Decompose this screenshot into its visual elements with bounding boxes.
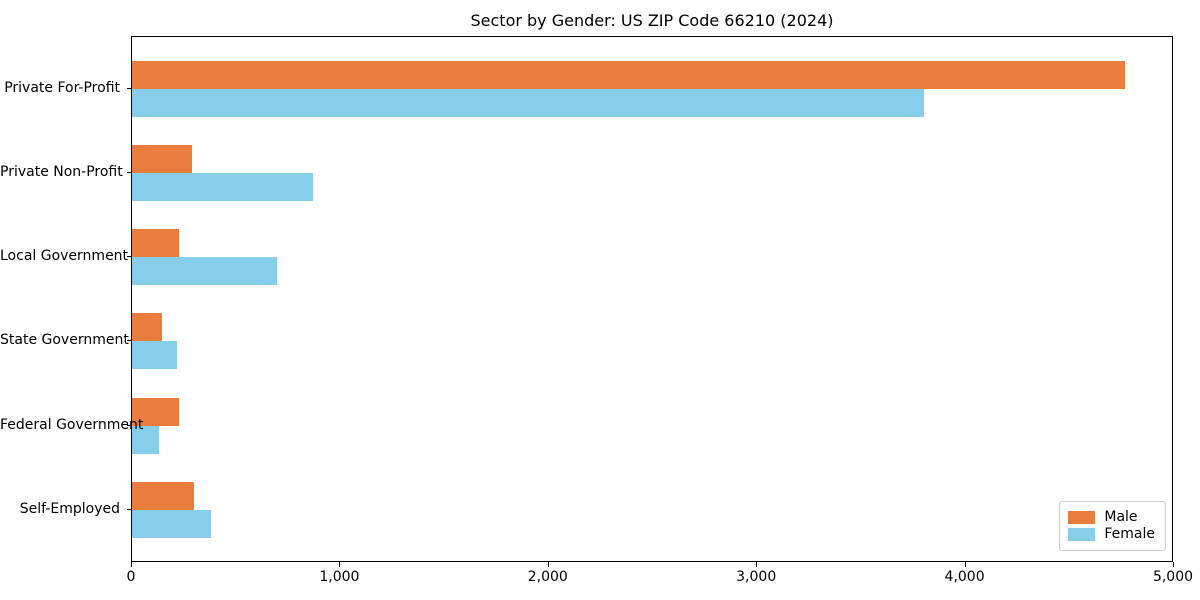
y-tick-mark: [127, 509, 132, 510]
x-tick-label-1-000: 1,000: [319, 569, 360, 585]
legend-swatch-male: [1068, 511, 1096, 524]
bar-female-federal-government: [132, 425, 160, 454]
bar-male-private-for-profit: [132, 60, 1126, 89]
y-tick-mark: [127, 87, 132, 89]
bar-female-private-for-profit: [132, 88, 925, 117]
legend-swatch-female: [1068, 528, 1096, 541]
y-tick-mark: [127, 171, 132, 173]
y-tick-mark: [127, 340, 132, 342]
bar-female-local-government: [132, 257, 277, 286]
bar-female-private-non-profit: [132, 172, 313, 201]
y-tick-label-private-non-profit: Private Non-Profit: [0, 163, 123, 180]
y-tick-label-local-government: Local Government: [0, 248, 129, 265]
x-tick-label-3-000: 3,000: [736, 569, 777, 585]
legend: Male Female: [1059, 501, 1166, 551]
x-tick-label-4-000: 4,000: [944, 569, 985, 585]
y-tick-label-federal-government: Federal Government: [0, 416, 144, 433]
bar-female-self-employed: [132, 510, 212, 538]
y-tick-label-state-government: State Government: [0, 332, 129, 349]
x-tick-label-0: 0: [126, 569, 136, 585]
y-tick-label-self-employed: Self-Employed: [19, 501, 120, 517]
x-tick-mark: [339, 562, 341, 567]
chart-title: Sector by Gender: US ZIP Code 66210 (202…: [470, 11, 834, 30]
plot-area: Male Female: [131, 36, 1173, 562]
legend-item-male: Male: [1068, 509, 1155, 526]
x-tick-mark: [547, 562, 549, 567]
bar-male-private-non-profit: [132, 144, 193, 173]
y-tick-label-private-for-profit: Private For-Profit: [4, 79, 120, 96]
legend-label-male: Male: [1104, 509, 1138, 525]
bar-male-federal-government: [132, 397, 179, 426]
y-tick-mark: [127, 256, 132, 258]
bar-male-local-government: [132, 229, 179, 258]
bar-male-state-government: [132, 313, 163, 342]
x-tick-label-5-000: 5,000: [1152, 569, 1194, 585]
x-tick-label-2-000: 2,000: [527, 569, 568, 585]
bar-male-self-employed: [132, 482, 195, 510]
x-tick-mark: [756, 562, 758, 567]
x-tick-mark: [964, 562, 966, 567]
legend-label-female: Female: [1104, 526, 1155, 542]
x-tick-mark: [131, 562, 132, 567]
legend-item-female: Female: [1068, 526, 1155, 543]
bar-female-state-government: [132, 341, 177, 370]
x-tick-mark: [1173, 562, 1174, 567]
y-tick-mark: [127, 424, 132, 426]
